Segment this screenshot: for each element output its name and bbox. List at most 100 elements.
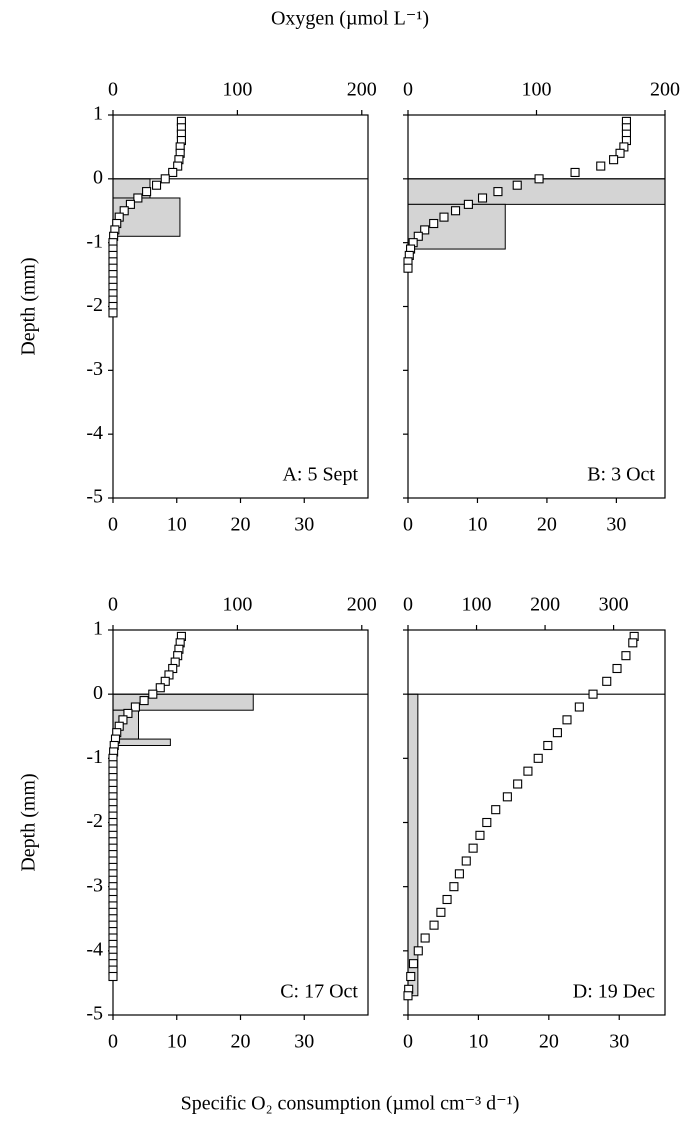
y-tick-label: -1 — [86, 746, 103, 768]
x2-tick-label: 30 — [609, 1031, 629, 1053]
x2-tick-label: 0 — [108, 514, 118, 536]
plot-frame — [407, 114, 666, 499]
y-tick-label: -3 — [86, 358, 103, 380]
oxygen-point — [160, 676, 170, 686]
oxygen-point — [133, 193, 143, 203]
oxygen-point — [108, 308, 118, 318]
oxygen-point — [119, 206, 129, 216]
oxygen-point — [125, 199, 135, 209]
panel-label: C: 17 Oct — [280, 981, 358, 1003]
plot-frame — [112, 114, 369, 499]
x-tick-label: 0 — [108, 594, 118, 616]
oxygen-point — [130, 702, 140, 712]
oxygen-point — [108, 971, 118, 982]
oxygen-point — [621, 651, 631, 661]
oxygen-point — [142, 187, 152, 197]
oxygen-point — [612, 663, 622, 674]
oxygen-point — [173, 161, 183, 171]
oxygen-point — [420, 933, 430, 943]
y-axis-title: Depth (mm) — [18, 773, 40, 871]
oxygen-point — [420, 225, 430, 235]
y-tick-label: -3 — [86, 874, 103, 896]
oxygen-point — [482, 817, 492, 828]
x2-tick-label: 0 — [403, 1031, 413, 1053]
oxygen-point — [151, 180, 162, 190]
x-tick-label: 0 — [403, 79, 413, 101]
x-tick-label: 100 — [462, 594, 492, 616]
oxygen-point — [533, 753, 543, 763]
x-tick-label: 0 — [108, 79, 118, 101]
consumption-bar — [112, 738, 171, 746]
x2-tick-label: 0 — [403, 514, 413, 536]
oxygen-point — [502, 792, 512, 802]
oxygen-point — [463, 199, 473, 209]
y-tick-label: -2 — [86, 810, 103, 832]
oxygen-point — [160, 174, 170, 184]
oxygen-point — [155, 683, 165, 693]
y-tick-label: 1 — [93, 103, 103, 125]
x2-tick-label: 10 — [467, 514, 487, 536]
oxygen-point — [543, 740, 553, 751]
x2-tick-label: 30 — [294, 514, 314, 536]
x2-tick-label: 20 — [539, 1031, 559, 1053]
oxygen-axis-title: Oxygen (µmol L⁻¹) — [271, 8, 429, 30]
oxygen-point — [439, 212, 449, 222]
y-tick-label: -5 — [86, 486, 103, 508]
oxygen-point — [403, 263, 413, 273]
oxygen-point — [413, 946, 423, 956]
plot-frame — [112, 629, 369, 1016]
oxygen-point — [442, 894, 452, 905]
x2-tick-label: 20 — [537, 514, 557, 536]
oxygen-point — [534, 174, 544, 184]
oxygen-point — [491, 805, 501, 815]
y-tick-label: -2 — [86, 294, 103, 316]
oxygen-point — [436, 907, 446, 917]
x-tick-label: 200 — [650, 79, 680, 101]
oxygen-point — [574, 702, 584, 712]
x2-tick-label: 30 — [294, 1031, 314, 1053]
oxygen-point — [450, 206, 461, 216]
oxygen-point — [454, 869, 464, 879]
oxygen-point — [588, 689, 598, 699]
x2-tick-label: 10 — [167, 1031, 187, 1053]
x-tick-label: 300 — [599, 594, 629, 616]
consumption-bar — [112, 197, 181, 237]
y-tick-label: 1 — [93, 618, 103, 640]
oxygen-point — [570, 167, 580, 177]
oxygen-point — [628, 638, 638, 648]
x-tick-label: 200 — [530, 594, 560, 616]
panel-label: A: 5 Sept — [282, 464, 358, 486]
oxygen-point — [139, 696, 149, 706]
oxygen-point — [413, 231, 423, 241]
oxygen-point — [477, 193, 488, 203]
oxygen-point — [148, 689, 158, 699]
x2-tick-label: 10 — [167, 514, 187, 536]
oxygen-point — [168, 167, 178, 177]
oxygen-point — [523, 766, 533, 776]
oxygen-point — [596, 161, 606, 171]
panel-label: D: 19 Dec — [573, 981, 655, 1003]
oxygen-point — [493, 187, 503, 197]
y-tick-label: -1 — [86, 230, 103, 252]
plot-frame — [407, 629, 666, 1016]
x2-tick-label: 20 — [231, 514, 251, 536]
y-tick-label: 0 — [93, 682, 103, 704]
oxygen-point — [429, 218, 439, 229]
oxygen-point — [449, 882, 459, 892]
oxygen-point — [403, 991, 413, 1001]
y-tick-label: -4 — [86, 938, 103, 960]
oxygen-point — [552, 728, 562, 738]
oxygen-point — [461, 856, 471, 866]
oxygen-point — [609, 155, 619, 165]
x-tick-label: 100 — [522, 79, 552, 101]
y-axis-title: Depth (mm) — [18, 257, 40, 355]
oxygen-point — [615, 148, 625, 158]
oxygen-point — [513, 779, 523, 789]
x-tick-label: 200 — [347, 79, 377, 101]
x2-tick-label: 30 — [606, 514, 626, 536]
oxygen-point — [429, 920, 439, 930]
consumption-axis-title: Specific O₂ consumption (µmol cm⁻³ d⁻¹) — [181, 1093, 520, 1115]
panel-label: B: 3 Oct — [587, 464, 655, 486]
x2-tick-label: 0 — [108, 1031, 118, 1053]
